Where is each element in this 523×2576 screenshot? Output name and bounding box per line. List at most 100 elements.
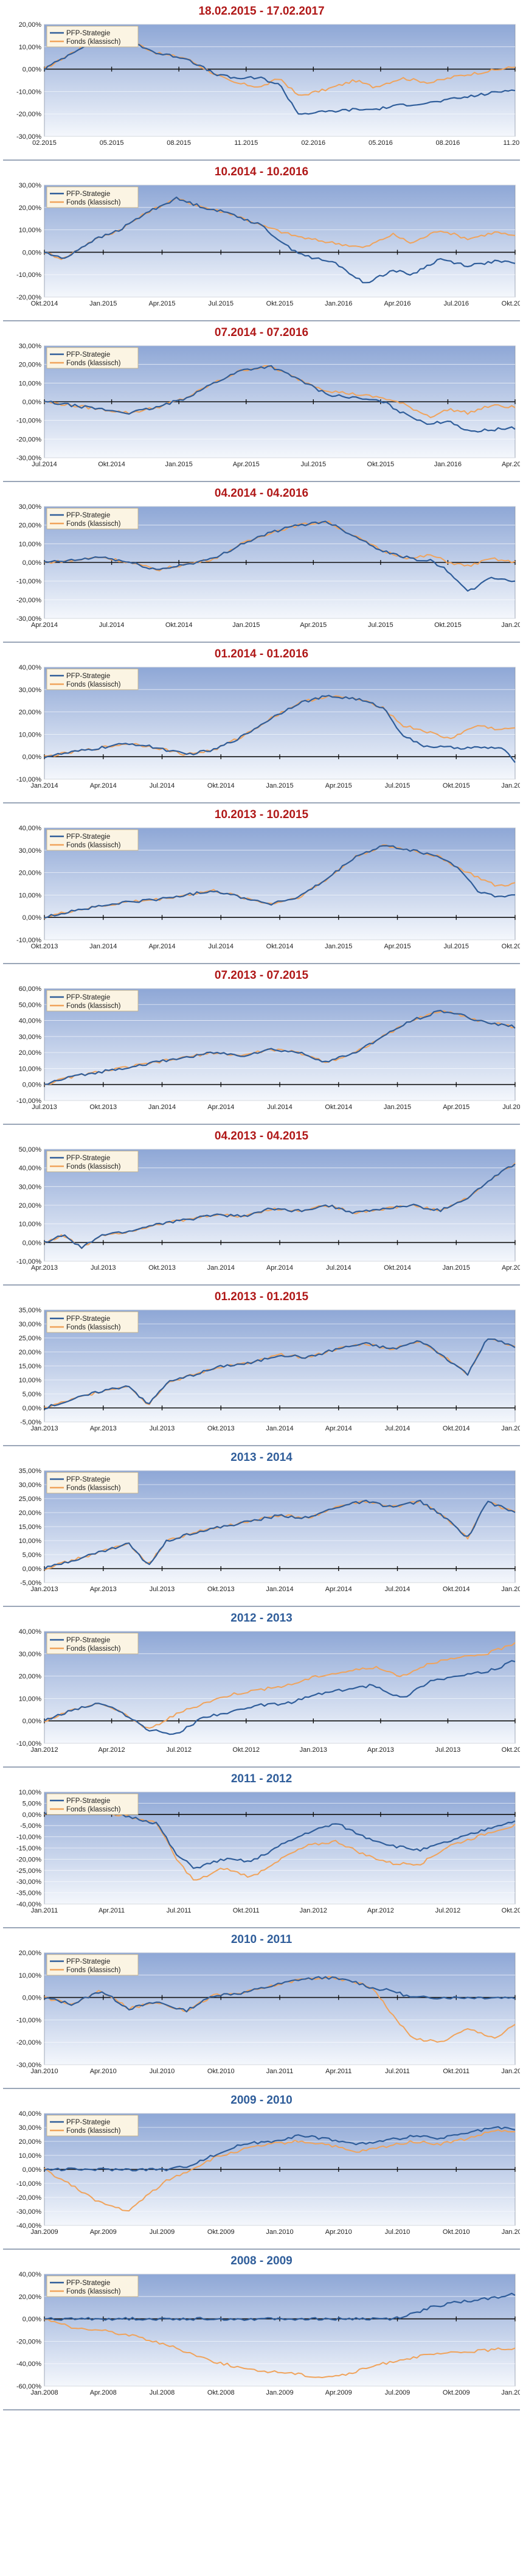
y-tick-label: 30,00%: [19, 1651, 42, 1658]
x-tick-label: Okt.2012: [502, 1907, 520, 1914]
chart-stack: 18.02.2015 - 17.02.2017 -30,00% -20,00% -10…: [3, 5, 520, 2410]
y-tick-label: -30,00%: [16, 2062, 41, 2069]
y-tick-label: 25,00%: [19, 1335, 42, 1342]
y-tick-label: -40,00%: [16, 1901, 41, 1908]
line-chart: 04.2013 - 04.2015 -10,00% 0,00% 10,00% 20,00…: [16, 1130, 520, 1272]
x-tick-label: 02.2015: [32, 139, 57, 147]
y-tick-label: 10,00%: [19, 731, 42, 738]
chart-title: 2010 - 2011: [231, 1933, 293, 1946]
x-tick-label: Apr.2014: [325, 1425, 352, 1432]
y-tick-label: 20,00%: [19, 21, 42, 29]
x-tick-label: Jul.2015: [443, 943, 469, 950]
legend-box: [46, 1954, 139, 1976]
line-chart: 10.2013 - 10.2015 -10,00% 0,00% 10,00% 20,00…: [16, 808, 520, 950]
legend-label: Fonds (klassisch): [66, 681, 121, 688]
legend-label: PFP-Strategie: [66, 1315, 110, 1323]
x-tick-label: Okt.2015: [434, 621, 462, 629]
legend-label: PFP-Strategie: [66, 2280, 110, 2287]
legend-box: [46, 186, 139, 208]
y-tick-label: -30,00%: [16, 2208, 41, 2216]
x-tick-label: Jul.2014: [385, 1425, 410, 1432]
y-tick-label: 35,00%: [19, 1307, 42, 1314]
y-tick-label: 30,00%: [19, 503, 42, 511]
y-tick-label: -20,00%: [16, 2338, 41, 2345]
y-tick-label: 60,00%: [19, 985, 42, 993]
y-tick-label: 25,00%: [19, 1496, 42, 1503]
chart-panel: 07.2013 - 07.2015 -10,00% 0,00% 10,00% 20,00…: [3, 964, 520, 1125]
y-tick-label: -20,00%: [16, 2194, 41, 2202]
y-tick-label: -25,00%: [16, 1867, 41, 1875]
y-tick-label: 0,00%: [23, 2316, 41, 2323]
y-tick-label: 0,00%: [23, 914, 41, 922]
chart-title: 2008 - 2009: [230, 2255, 292, 2267]
chart-panel: 2013 - 2014 -5,00% 0,00% 5,00% 10,00% 15,00% 2…: [3, 1446, 520, 1607]
y-tick-label: 10,00%: [19, 1377, 42, 1384]
line-chart: 2008 - 2009 -60,00% -40,00% -20,00% 0,00% 20,…: [16, 2255, 520, 2396]
y-tick-label: 30,00%: [19, 1321, 42, 1328]
x-tick-label: Jan.2016: [501, 621, 520, 629]
y-tick-label: -10,00%: [16, 1258, 41, 1265]
strategy-series-line: [44, 1163, 516, 1249]
legend-box: [46, 668, 139, 690]
y-tick-label: -10,00%: [16, 271, 41, 279]
x-tick-label: Apr.2016: [384, 300, 410, 307]
legend-box: [46, 829, 139, 851]
chart-panel: 2012 - 2013 -10,00% 0,00% 10,00% 20,00% 30,00…: [3, 1607, 520, 1768]
x-tick-label: Okt.2015: [367, 461, 395, 468]
y-tick-label: -20,00%: [16, 597, 41, 604]
x-tick-label: Jul.2009: [385, 2389, 410, 2396]
y-tick-label: 30,00%: [19, 2124, 42, 2132]
x-tick-label: Jul.2011: [167, 1907, 192, 1914]
x-tick-label: Jan.2015: [443, 1264, 470, 1272]
x-tick-label: Jan.2016: [434, 461, 462, 468]
strategy-series-line: [44, 1338, 516, 1410]
x-tick-label: Okt.2015: [266, 300, 294, 307]
x-tick-label: Jul.2015: [385, 782, 410, 789]
y-tick-label: -30,00%: [16, 1878, 41, 1886]
x-tick-label: Apr.2010: [90, 2068, 117, 2075]
x-tick-label: Jul.2008: [150, 2389, 175, 2396]
line-chart: 2013 - 2014 -5,00% 0,00% 5,00% 10,00% 15,00% 2…: [19, 1451, 520, 1593]
y-tick-label: -5,00%: [20, 1580, 41, 1587]
line-chart: 2009 - 2010 -40,00% -30,00% -20,00% -10,00% 0…: [16, 2094, 520, 2236]
legend-box: [46, 1311, 139, 1333]
x-tick-label: Jan.2016: [501, 782, 520, 789]
x-tick-label: Apr.2011: [325, 2068, 352, 2075]
legend-label: PFP-Strategie: [66, 833, 110, 841]
chart-panel: 2010 - 2011 -30,00% -20,00% -10,00% 0,00% 10,…: [3, 1928, 520, 2089]
chart-title: 07.2013 - 07.2015: [215, 969, 309, 982]
strategy-series-line: [44, 196, 516, 284]
x-tick-label: Okt.2016: [502, 300, 520, 307]
strategy-series-line: [44, 845, 515, 919]
x-tick-label: Okt.2013: [148, 1264, 176, 1272]
strategy-series-line: [44, 1499, 516, 1570]
y-tick-label: 0,00%: [23, 249, 41, 256]
line-chart: 07.2013 - 07.2015 -10,00% 0,00% 10,00% 20,00…: [16, 969, 520, 1111]
x-tick-label: Okt.2015: [502, 943, 520, 950]
x-tick-label: Jan.2011: [502, 2228, 520, 2236]
x-tick-label: Jul.2010: [385, 2228, 410, 2236]
x-tick-label: Jan.2014: [30, 782, 58, 789]
x-tick-label: Apr.2016: [502, 461, 520, 468]
x-tick-label: Jan.2011: [31, 1907, 58, 1914]
x-tick-label: Okt.2009: [207, 2228, 235, 2236]
y-tick-label: 0,00%: [23, 1566, 41, 1573]
x-tick-label: Apr.2013: [90, 1425, 117, 1432]
y-tick-label: 15,00%: [19, 1363, 42, 1370]
y-tick-label: -15,00%: [16, 1845, 41, 1852]
x-tick-label: Jul.2014: [267, 1104, 293, 1111]
y-tick-label: -10,00%: [16, 2017, 41, 2024]
x-tick-label: Jan.2013: [300, 1746, 327, 1754]
fund-series-line: [44, 1010, 516, 1086]
chart-title: 2013 - 2014: [230, 1451, 293, 1464]
y-tick-label: 40,00%: [19, 1165, 42, 1172]
y-tick-label: 20,00%: [19, 362, 42, 369]
y-tick-label: -10,00%: [16, 1740, 41, 1748]
strategy-series-line: [44, 365, 516, 433]
y-tick-label: -10,00%: [16, 1834, 41, 1841]
